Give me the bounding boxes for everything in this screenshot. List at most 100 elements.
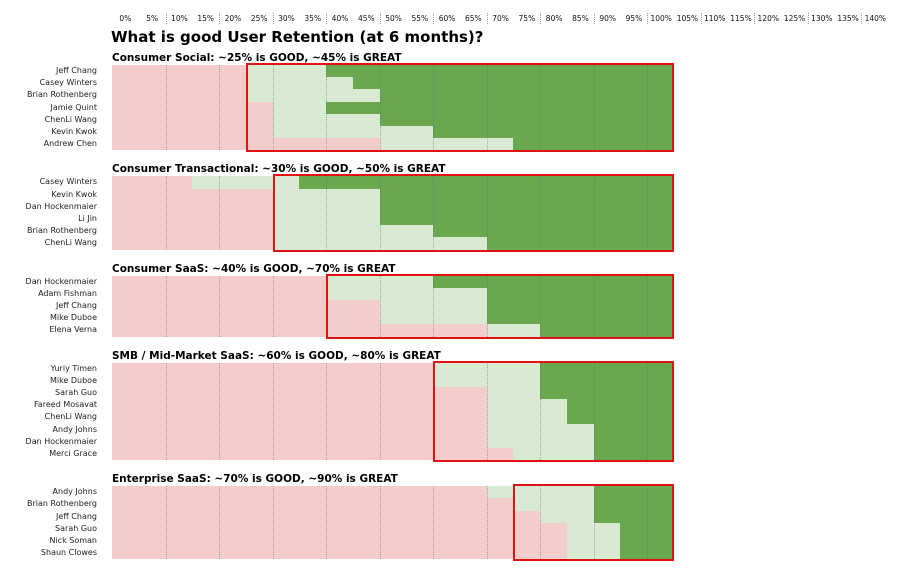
bar-segment-good — [513, 447, 594, 461]
bar-segment-great — [379, 188, 674, 201]
section-plot: Yuriy Timen Mike Duboe Sarah Guo Fareed Mos… — [0, 360, 917, 463]
bars-area — [112, 360, 674, 463]
bar-row — [112, 447, 674, 461]
expert-name-label: Brian Rothenberg — [26, 226, 97, 236]
bar-segment-good — [540, 510, 594, 523]
bar-segment-good — [486, 435, 594, 448]
bar-segment-below-good — [112, 176, 193, 189]
bar-segment-good — [486, 386, 541, 400]
bar-segment-great — [433, 125, 674, 139]
axis-tick-label: 25% — [250, 14, 268, 23]
expert-name-label: ChenLi Wang — [44, 412, 97, 422]
bars-area — [112, 273, 674, 339]
bar-segment-great — [486, 237, 674, 250]
bar-segment-great — [540, 386, 674, 400]
section: Consumer Social: ~25% is GOOD, ~45% is G… — [0, 52, 917, 153]
bar-segment-good — [272, 125, 434, 139]
section-header: Consumer Transactional: ~30% is GOOD, ~5… — [112, 163, 446, 176]
bar-row — [112, 522, 674, 535]
axis-tick-label: 120% — [754, 13, 781, 24]
bar-segment-great — [379, 89, 674, 102]
bar-segment-good — [272, 200, 380, 213]
expert-name-label: Shaun Clowes — [40, 548, 97, 558]
bar-segment-below-good — [112, 138, 380, 151]
axis-tick-label: 55% — [411, 14, 429, 23]
bar-segment-below-good — [112, 312, 380, 325]
expert-name-label: Jeff Chang — [55, 511, 97, 521]
section-plot: Andy Johns Brian Rothenberg Jeff Chang Sara… — [0, 484, 917, 562]
bar-segment-great — [593, 435, 674, 448]
axis-tick-label: 140% — [861, 13, 888, 24]
section-plot: Dan Hockenmaier Adam Fishman Jeff Chang Mik… — [0, 273, 917, 339]
bar-segment-good — [379, 138, 514, 151]
bar-segment-below-good — [112, 486, 487, 499]
bar-segment-good — [566, 522, 621, 535]
bar-row — [112, 89, 674, 102]
bar-segment-great — [593, 423, 674, 436]
axis-tick-label: 15% — [197, 14, 215, 23]
bar-row — [112, 101, 674, 114]
bar-segment-below-good — [112, 522, 567, 535]
bar-row — [112, 287, 674, 300]
bar-row — [112, 125, 674, 139]
bar-segment-good — [272, 188, 380, 201]
bar-segment-below-good — [112, 101, 273, 114]
bar-segment-good — [566, 534, 621, 548]
section: Enterprise SaaS: ~70% is GOOD, ~90% is G… — [0, 473, 917, 562]
expert-names-column: Andy Johns Brian Rothenberg Jeff Chang Sara… — [0, 486, 104, 559]
bar-segment-below-good — [112, 547, 567, 560]
bar-segment-below-good — [112, 534, 567, 548]
bar-segment-good — [486, 486, 594, 499]
bar-row — [112, 138, 674, 151]
expert-name-label: Sarah Guo — [55, 387, 97, 397]
bar-segment-good — [486, 324, 541, 337]
section-header: Consumer Social: ~25% is GOOD, ~45% is G… — [112, 52, 402, 64]
expert-names-column: Yuriy Timen Mike Duboe Sarah Guo Fareed Mos… — [0, 363, 104, 461]
bar-segment-great — [486, 312, 674, 325]
axis-tick-label: 60% — [433, 13, 460, 24]
bar-segment-below-good — [112, 65, 246, 78]
bar-segment-below-good — [112, 411, 487, 424]
bar-segment-good — [379, 299, 487, 313]
expert-name-label: Casey Winters — [39, 177, 97, 187]
bar-segment-below-good — [112, 89, 246, 102]
bar-row — [112, 312, 674, 325]
bar-segment-below-good — [112, 447, 514, 461]
bar-segment-great — [513, 138, 674, 151]
bar-row — [112, 435, 674, 448]
bar-row — [112, 498, 674, 511]
expert-name-label: Brian Rothenberg — [26, 90, 97, 100]
chart-title: What is good User Retention (at 6 months… — [111, 28, 484, 46]
bar-segment-great — [486, 299, 674, 313]
bar-segment-good — [433, 362, 541, 375]
bar-segment-great — [486, 287, 674, 300]
bar-row — [112, 411, 674, 424]
bar-row — [112, 362, 674, 375]
section: Consumer Transactional: ~30% is GOOD, ~5… — [0, 163, 917, 252]
axis-tick-label: 35% — [304, 14, 322, 23]
bars-area — [112, 174, 674, 252]
bar-segment-great — [540, 374, 674, 387]
section-plot: Casey Winters Kevin Kwok Dan Hockenmaier Li… — [0, 174, 917, 252]
bar-segment-good — [245, 77, 353, 90]
expert-name-label: ChenLi Wang — [44, 238, 97, 248]
bar-row — [112, 386, 674, 400]
bar-segment-below-good — [112, 324, 487, 337]
bar-segment-great — [620, 547, 674, 560]
bar-row — [112, 237, 674, 250]
axis-tick-label: 130% — [807, 13, 835, 24]
bar-segment-below-good — [112, 125, 273, 139]
axis-tick-label: 100% — [647, 13, 674, 24]
bar-segment-great — [540, 324, 674, 337]
bar-segment-great — [352, 77, 674, 90]
bar-segment-below-good — [112, 435, 487, 448]
bars-area — [112, 63, 674, 153]
bar-segment-below-good — [112, 386, 487, 400]
axis-tick-label: 135% — [837, 14, 859, 23]
expert-name-label: Dan Hockenmaier — [25, 436, 97, 446]
bar-segment-great — [326, 65, 674, 78]
expert-name-label: Jeff Chang — [55, 66, 97, 75]
bar-segment-great — [433, 275, 674, 288]
axis-tick-label: 110% — [700, 13, 728, 24]
